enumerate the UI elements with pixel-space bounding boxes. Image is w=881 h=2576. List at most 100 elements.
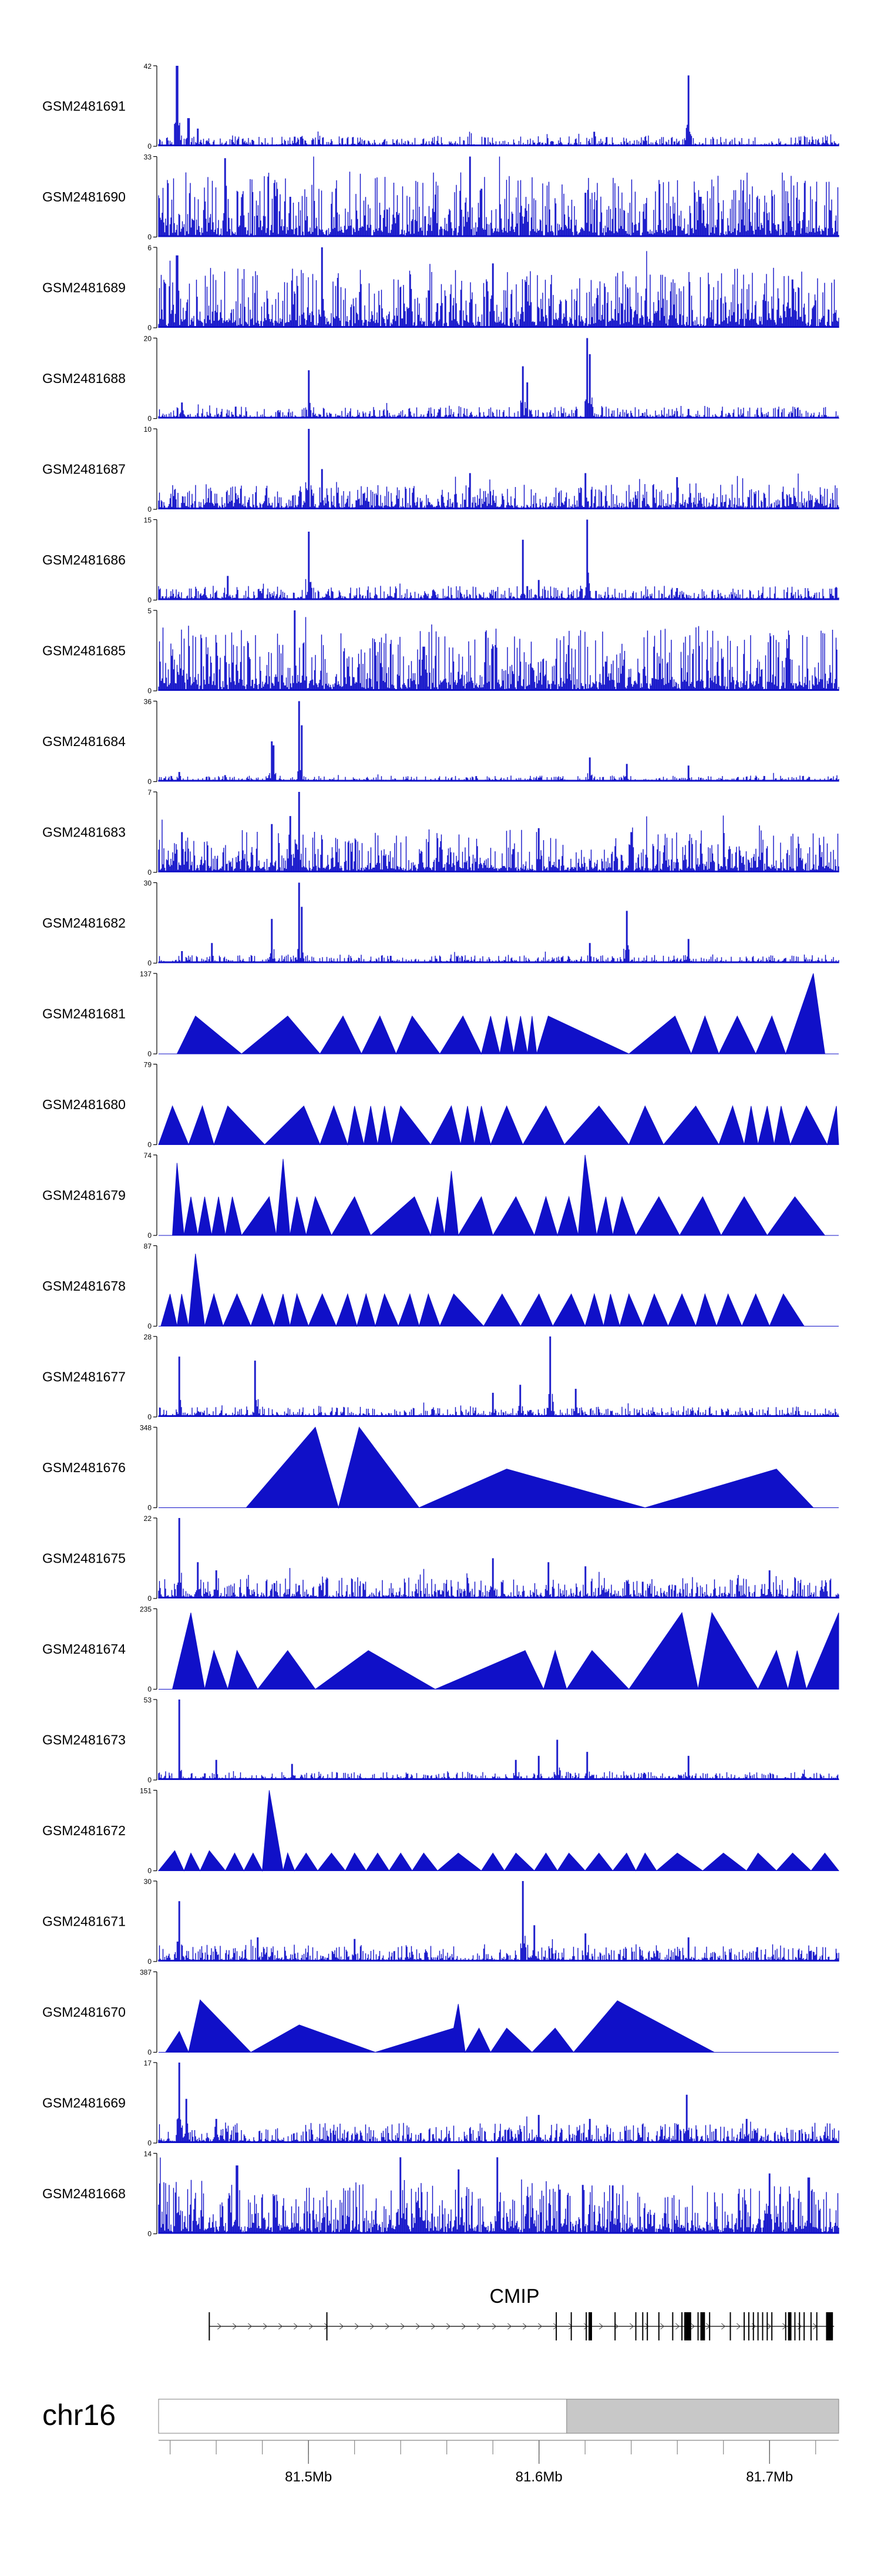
track-label: GSM2481681: [42, 1006, 126, 1022]
y-min-label: 0: [147, 1594, 152, 1603]
strand-arrow: [492, 2323, 497, 2330]
y-min-label: 0: [147, 142, 152, 150]
track-GSM2481680: GSM2481680 79 0: [42, 1061, 839, 1149]
track-GSM2481688: GSM2481688 20 0: [42, 335, 839, 423]
signal-baseline: [159, 145, 839, 146]
strand-arrow: [446, 2323, 451, 2330]
y-max-label: 6: [147, 244, 152, 252]
signal-area: [176, 973, 825, 1055]
track-GSM2481681: GSM2481681 137 0: [42, 970, 839, 1058]
y-max-label: 14: [144, 2150, 152, 2158]
track-label: GSM2481690: [42, 189, 126, 204]
signal-baseline: [159, 598, 839, 600]
y-min-label: 0: [147, 2139, 152, 2147]
track-label: GSM2481683: [42, 825, 126, 840]
strand-arrow: [477, 2323, 482, 2330]
signal-area: [246, 1426, 814, 1509]
track-label: GSM2481676: [42, 1460, 126, 1475]
chromosome-label: chr16: [42, 2399, 116, 2431]
strand-arrow: [630, 2323, 634, 2330]
track-GSM2481685: GSM2481685 5 0: [42, 607, 839, 695]
track-GSM2481675: GSM2481675 22 0: [42, 1514, 839, 1603]
y-min-label: 0: [147, 1867, 152, 1875]
strand-arrow: [370, 2323, 375, 2330]
y-min-label: 0: [147, 1957, 152, 1966]
y-min-label: 0: [147, 1141, 152, 1149]
strand-arrow: [721, 2323, 726, 2330]
track-label: GSM2481684: [42, 734, 126, 749]
track-GSM2481682: GSM2481682 30 0: [42, 879, 839, 968]
strand-arrow: [737, 2323, 741, 2330]
signal-bars: [158, 882, 839, 963]
signal-baseline: [159, 961, 839, 963]
strand-arrow: [538, 2323, 543, 2330]
strand-arrow: [553, 2323, 558, 2330]
y-max-label: 22: [144, 1514, 152, 1523]
strand-arrow: [523, 2323, 527, 2330]
exon-block: [788, 2312, 792, 2340]
track-GSM2481669: GSM2481669 17 0: [42, 2059, 839, 2147]
y-min-label: 0: [147, 959, 152, 968]
y-max-label: 7: [147, 788, 152, 797]
signal-bars: [158, 1518, 839, 1598]
track-GSM2481687: GSM2481687 10 0: [42, 425, 839, 513]
strand-arrow: [233, 2323, 237, 2330]
signal-area: [160, 1254, 805, 1328]
strand-arrow: [385, 2323, 390, 2330]
strand-arrow: [248, 2323, 253, 2330]
strand-arrow: [645, 2323, 650, 2330]
y-min-label: 0: [147, 596, 152, 604]
track-label: GSM2481687: [42, 462, 126, 477]
track-label: GSM2481671: [42, 1914, 126, 1929]
signal-baseline: [159, 326, 839, 328]
y-max-label: 79: [144, 1061, 152, 1069]
y-max-label: 20: [144, 335, 152, 343]
y-min-label: 0: [147, 1776, 152, 1784]
strand-arrow: [599, 2323, 604, 2330]
exon-block: [684, 2312, 691, 2340]
y-min-label: 0: [147, 2230, 152, 2238]
strand-arrow: [584, 2323, 589, 2330]
strand-arrow: [324, 2323, 329, 2330]
strand-arrow: [401, 2323, 405, 2330]
signal-bars: [158, 519, 839, 600]
strand-arrow: [309, 2323, 314, 2330]
signal-bars: [158, 2157, 839, 2234]
y-min-label: 0: [147, 1050, 152, 1058]
signal-bars: [158, 156, 839, 237]
track-GSM2481690: GSM2481690 33 0: [42, 153, 839, 241]
y-min-label: 0: [147, 1322, 152, 1331]
exon-block: [700, 2312, 705, 2340]
track-GSM2481671: GSM2481671 30 0: [42, 1878, 839, 1966]
y-max-label: 28: [144, 1333, 152, 1341]
track-GSM2481683: GSM2481683 7 0: [42, 788, 839, 876]
y-max-label: 53: [144, 1696, 152, 1704]
y-max-label: 17: [144, 2059, 152, 2067]
y-max-label: 36: [144, 698, 152, 706]
track-label: GSM2481668: [42, 2186, 126, 2201]
strand-arrow: [294, 2323, 298, 2330]
track-GSM2481668: GSM2481668 14 0: [42, 2150, 839, 2238]
y-min-label: 0: [147, 324, 152, 332]
signal-area: [164, 1999, 715, 2054]
signal-baseline: [159, 1778, 839, 1780]
signal-bars: [158, 247, 839, 328]
track-label: GSM2481670: [42, 2004, 126, 2020]
strand-arrow: [660, 2323, 665, 2330]
y-max-label: 348: [140, 1424, 152, 1432]
signal-baseline: [159, 871, 839, 872]
highlight-region: [566, 2399, 839, 2434]
track-GSM2481676: GSM2481676 348 0: [42, 1424, 839, 1512]
track-label: GSM2481682: [42, 915, 126, 931]
track-GSM2481678: GSM2481678 87 0: [42, 1242, 839, 1331]
y-min-label: 0: [147, 868, 152, 876]
y-min-label: 0: [147, 687, 152, 695]
track-label: GSM2481688: [42, 371, 126, 386]
signal-baseline: [159, 2232, 839, 2234]
y-min-label: 0: [147, 505, 152, 513]
track-GSM2481673: GSM2481673 53 0: [42, 1696, 839, 1784]
strand-arrow: [217, 2323, 222, 2330]
signal-baseline: [159, 1415, 839, 1417]
